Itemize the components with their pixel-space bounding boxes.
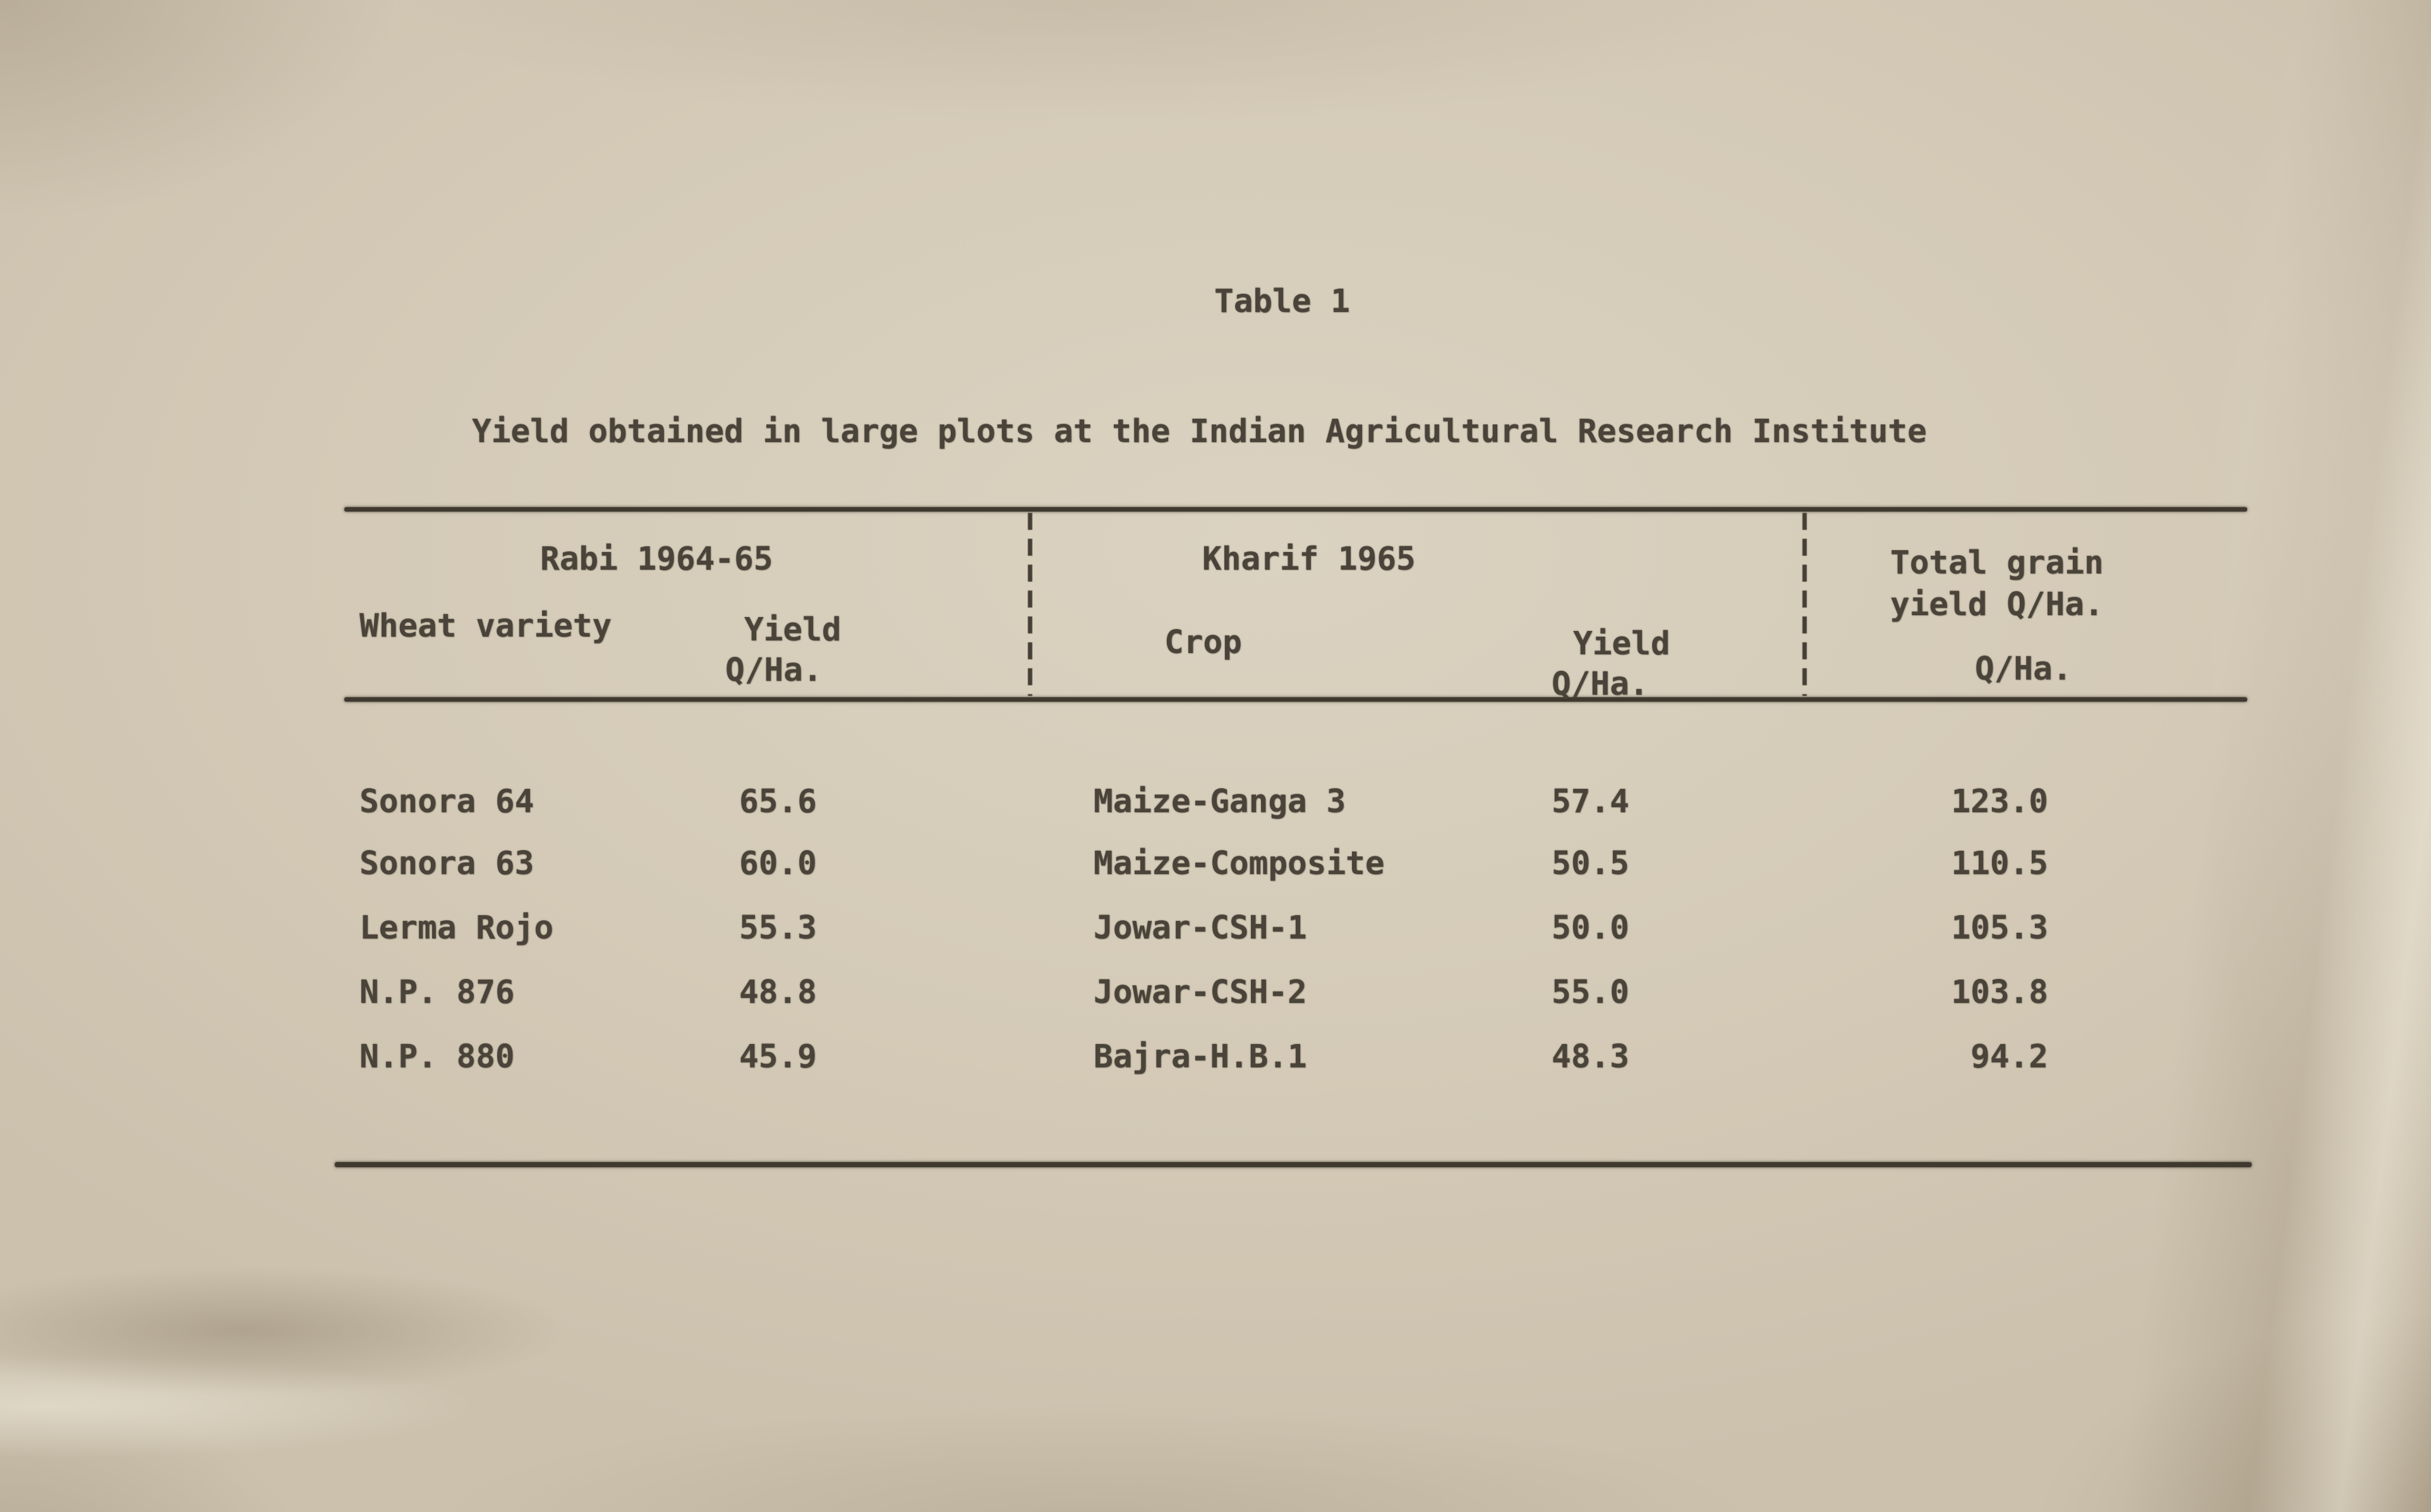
cell-kharif-yield: 50.5 — [1552, 845, 1629, 882]
cell-crop: Jowar-CSH-2 — [1094, 974, 1307, 1011]
cell-total-yield: 123.0 — [1951, 783, 2048, 820]
kharif-yield-header-line2: Q/Ha. — [1552, 666, 1649, 703]
cell-wheat-variety: N.P. 880 — [359, 1038, 515, 1076]
cell-kharif-yield: 48.3 — [1552, 1038, 1629, 1076]
column-separator-2 — [1802, 513, 1807, 696]
wheat-variety-header: Wheat variety — [359, 608, 612, 645]
page-subtitle: Yield obtained in large plots at the Ind… — [472, 413, 1927, 450]
cell-kharif-yield: 55.0 — [1552, 974, 1629, 1011]
cell-rabi-yield: 55.3 — [739, 909, 817, 947]
cell-total-yield: 94.2 — [1970, 1038, 2048, 1076]
column-separator-1 — [1028, 513, 1032, 696]
page-title: Table 1 — [1214, 283, 1350, 320]
kharif-yield-header-line1: Yield — [1573, 625, 1670, 663]
table-bottom-rule — [335, 1162, 2252, 1167]
cell-total-yield: 103.8 — [1951, 974, 2048, 1011]
total-section-header-line2: yield Q/Ha. — [1890, 586, 2104, 623]
cell-crop: Jowar-CSH-1 — [1094, 909, 1307, 947]
cell-total-yield: 105.3 — [1951, 909, 2048, 947]
table-header-rule — [344, 697, 2247, 702]
cell-rabi-yield: 48.8 — [739, 974, 817, 1011]
kharif-section-header: Kharif 1965 — [1202, 541, 1416, 578]
table-top-rule — [344, 507, 2247, 512]
total-section-header-line1: Total grain — [1890, 544, 2104, 582]
cell-total-yield: 110.5 — [1951, 845, 2048, 882]
cell-rabi-yield: 65.6 — [739, 783, 817, 820]
cell-kharif-yield: 57.4 — [1552, 783, 1629, 820]
total-unit-header: Q/Ha. — [1975, 651, 2072, 688]
rabi-yield-header-line2: Q/Ha. — [725, 652, 823, 689]
cell-wheat-variety: Sonora 64 — [359, 783, 534, 820]
cell-wheat-variety: Lerma Rojo — [359, 909, 554, 947]
crop-header: Crop — [1164, 624, 1242, 661]
cell-wheat-variety: N.P. 876 — [359, 974, 515, 1011]
cell-crop: Bajra-H.B.1 — [1094, 1038, 1307, 1076]
cell-crop: Maize-Composite — [1094, 845, 1385, 882]
cell-rabi-yield: 45.9 — [739, 1038, 817, 1076]
rabi-yield-header-line1: Yield — [744, 611, 842, 649]
cell-crop: Maize-Ganga 3 — [1094, 783, 1346, 820]
cell-rabi-yield: 60.0 — [739, 845, 817, 882]
cell-wheat-variety: Sonora 63 — [359, 845, 534, 882]
cell-kharif-yield: 50.0 — [1552, 909, 1629, 947]
rabi-section-header: Rabi 1964-65 — [540, 541, 773, 578]
